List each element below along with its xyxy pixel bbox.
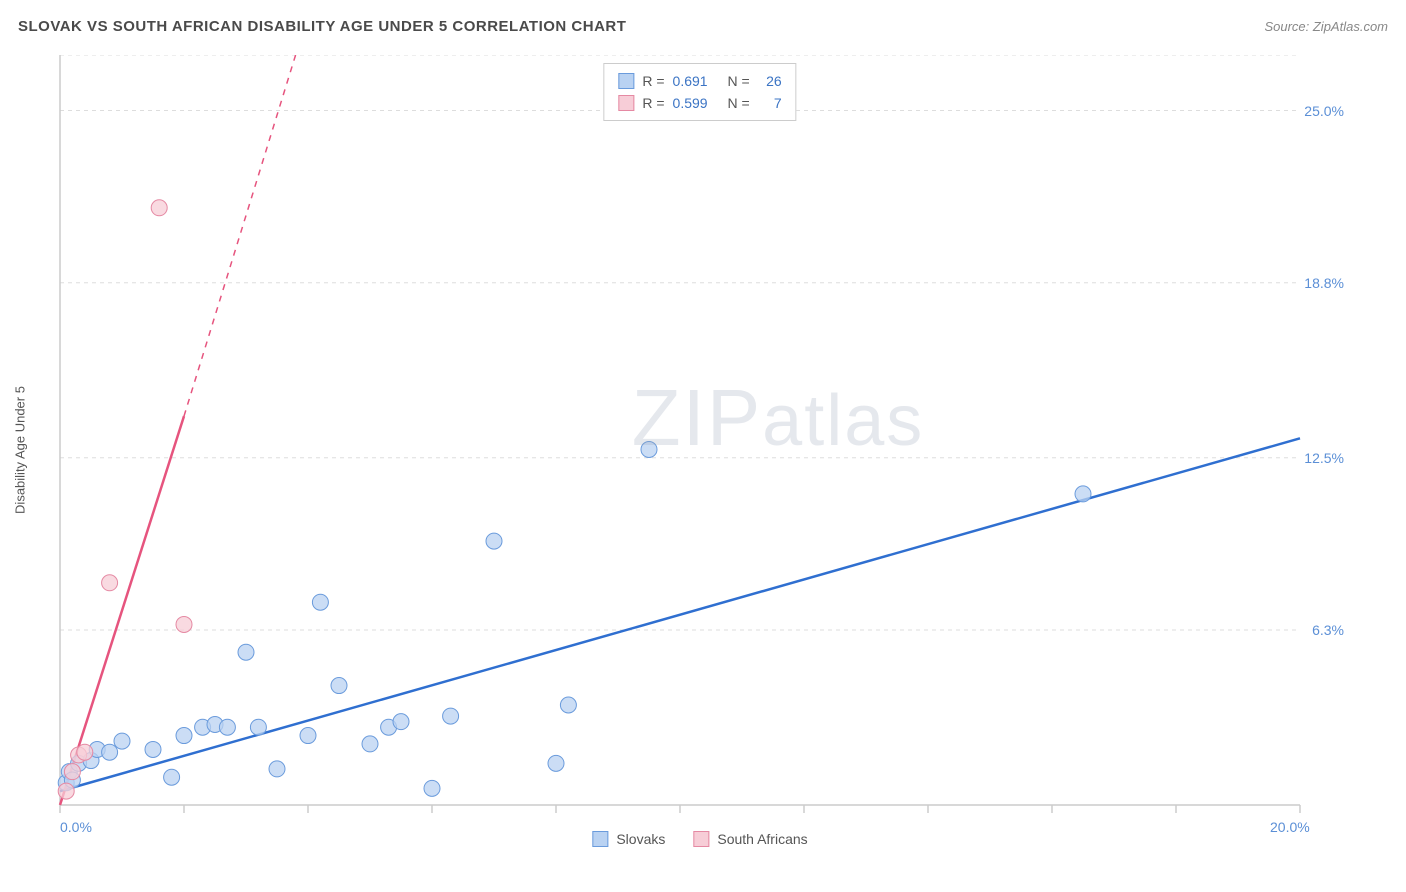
scatter-plot [50, 55, 1350, 845]
y-tick-label: 12.5% [1304, 450, 1344, 466]
y-tick-label: 18.8% [1304, 275, 1344, 291]
y-tick-label: 6.3% [1312, 622, 1344, 638]
chart-title: SLOVAK VS SOUTH AFRICAN DISABILITY AGE U… [18, 18, 626, 35]
y-axis-label: Disability Age Under 5 [13, 386, 28, 514]
legend-series-label: Slovaks [616, 831, 665, 847]
r-value: 0.599 [673, 92, 708, 114]
legend-stat-row: R = 0.691 N = 26 [618, 70, 781, 92]
r-label: R = [642, 70, 664, 92]
legend-series-label: South Africans [717, 831, 807, 847]
y-tick-label: 25.0% [1304, 103, 1344, 119]
legend-swatch [693, 831, 709, 847]
x-tick-label: 20.0% [1270, 819, 1310, 835]
legend-swatch [618, 95, 634, 111]
legend-swatch [592, 831, 608, 847]
legend-swatch [618, 73, 634, 89]
x-tick-label: 0.0% [60, 819, 92, 835]
legend-series-item: South Africans [693, 831, 807, 847]
r-value: 0.691 [673, 70, 708, 92]
series-legend: Slovaks South Africans [592, 831, 807, 847]
n-value: 7 [758, 92, 782, 114]
n-value: 26 [758, 70, 782, 92]
chart-area: Disability Age Under 5 ZIPatlas R = 0.69… [50, 55, 1350, 845]
r-label: R = [642, 92, 664, 114]
source-label: Source: ZipAtlas.com [1264, 19, 1388, 34]
legend-series-item: Slovaks [592, 831, 665, 847]
legend-stat-row: R = 0.599 N = 7 [618, 92, 781, 114]
n-label: N = [727, 70, 749, 92]
correlation-legend: R = 0.691 N = 26 R = 0.599 N = 7 [603, 63, 796, 121]
n-label: N = [727, 92, 749, 114]
